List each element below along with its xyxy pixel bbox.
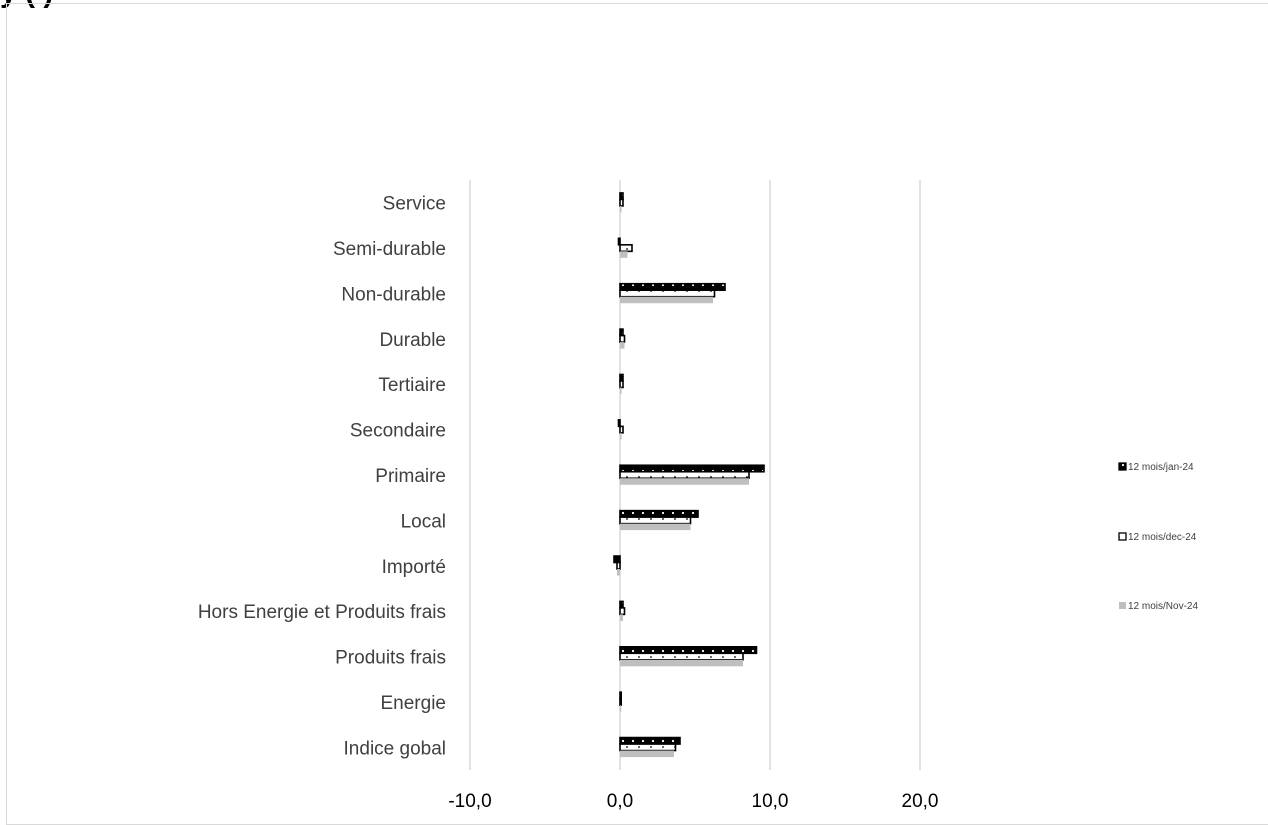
bar	[616, 561, 621, 570]
bar	[619, 697, 623, 706]
x-tick-label: -10,0	[448, 791, 491, 812]
bar	[620, 296, 713, 304]
x-tick-label: 10,0	[752, 791, 789, 812]
bar	[620, 614, 623, 621]
category-label: Hors Energie et Produits frais	[198, 602, 446, 623]
bars	[613, 192, 765, 758]
bar	[613, 555, 621, 564]
gridlines	[469, 180, 921, 770]
bar	[620, 750, 674, 758]
bar	[619, 743, 677, 752]
category-label: Local	[401, 511, 446, 532]
bar	[619, 244, 633, 253]
bar	[619, 509, 699, 518]
legend-item: 12 mois/Nov-24	[1119, 601, 1198, 612]
bar	[619, 652, 744, 661]
bar	[619, 282, 726, 292]
category-labels: Indice gobal Energie Produits frais Hors En…	[198, 194, 446, 760]
bar	[617, 419, 621, 428]
category-label: Service	[383, 194, 446, 215]
bar	[619, 334, 626, 343]
bar	[619, 192, 624, 201]
bar	[619, 645, 758, 655]
legend-label: 12 mois/jan-24	[1128, 462, 1194, 473]
bar	[619, 425, 624, 434]
bar	[620, 523, 691, 531]
bar	[619, 289, 716, 298]
category-label: Primaire	[375, 466, 446, 487]
category-label: Semi-durable	[333, 239, 446, 260]
legend-swatch	[1119, 602, 1126, 609]
bar	[619, 198, 624, 207]
category-label: Energie	[381, 693, 447, 714]
legend: 12 mois/jan-24 12 mois/dec-24 12 mois/Nov-…	[1118, 462, 1198, 612]
legend-swatch	[1118, 532, 1127, 541]
bar	[617, 569, 620, 576]
bar	[620, 205, 622, 213]
bar	[620, 251, 628, 258]
bar	[619, 328, 624, 337]
category-label: Importé	[382, 557, 446, 578]
category-label: Tertiaire	[378, 375, 446, 396]
bar	[619, 736, 681, 745]
legend-label: 12 mois/dec-24	[1128, 532, 1197, 543]
category-label: Durable	[379, 330, 446, 351]
bar	[619, 464, 765, 473]
legend-label: 12 mois/Nov-24	[1128, 601, 1198, 612]
x-tick-label: 20,0	[902, 791, 939, 812]
category-label: Indice gobal	[344, 738, 446, 759]
bar	[620, 342, 625, 349]
x-tick-label: 0,0	[607, 791, 633, 812]
bar	[619, 607, 626, 616]
bar	[619, 373, 624, 382]
category-label: Produits frais	[335, 648, 446, 669]
category-label: Non-durable	[341, 284, 446, 305]
bar	[619, 516, 692, 525]
category-label: Secondaire	[350, 421, 446, 442]
legend-item: 12 mois/jan-24	[1118, 462, 1194, 473]
bar	[620, 387, 622, 394]
bar	[620, 432, 622, 440]
bar	[619, 691, 623, 700]
bar	[620, 478, 749, 485]
legend-swatch	[1118, 462, 1127, 471]
legend-item: 12 mois/dec-24	[1118, 532, 1197, 543]
bar	[620, 705, 622, 712]
bar	[620, 659, 743, 667]
bar	[619, 600, 624, 609]
x-tick-labels: -10,0 0,0 10,0 20,0	[448, 791, 938, 812]
bar	[617, 237, 621, 246]
bar	[619, 470, 750, 480]
bar	[619, 380, 624, 389]
